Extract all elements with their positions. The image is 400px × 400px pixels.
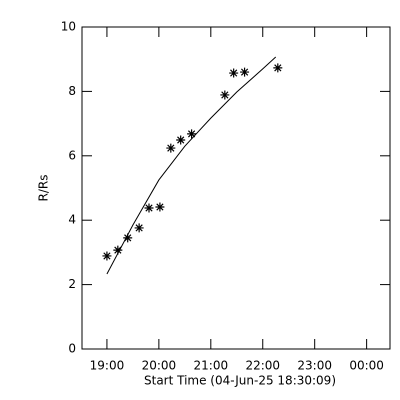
y-tick-label: 8 <box>68 84 76 98</box>
x-tick-label: 00:00 <box>349 359 384 373</box>
y-tick-label: 0 <box>68 342 76 356</box>
asterisk-marker <box>113 245 123 255</box>
asterisk-marker <box>102 251 112 261</box>
x-tick-label: 23:00 <box>297 359 332 373</box>
y-tick-label: 10 <box>61 20 76 34</box>
y-tick-label: 6 <box>68 148 76 162</box>
x-tick-label: 21:00 <box>194 359 229 373</box>
x-tick-label: 22:00 <box>245 359 280 373</box>
y-axis-label: R/Rs <box>37 175 51 202</box>
x-tick-label: 19:00 <box>90 359 125 373</box>
x-tick-label: 20:00 <box>142 359 177 373</box>
asterisk-marker <box>229 68 239 78</box>
asterisk-marker <box>166 143 176 153</box>
asterisk-marker <box>144 203 154 213</box>
x-axis-label: Start Time (04-Jun-25 18:30:09) <box>144 374 336 388</box>
asterisk-marker <box>176 135 186 145</box>
asterisk-marker <box>123 233 133 243</box>
asterisk-marker <box>187 129 197 139</box>
asterisk-marker <box>240 67 250 77</box>
asterisk-marker <box>155 202 165 212</box>
asterisk-marker <box>220 90 230 100</box>
asterisk-marker <box>134 223 144 233</box>
asterisk-marker <box>273 63 283 73</box>
plot-frame <box>81 26 391 350</box>
y-tick-label: 2 <box>68 277 76 291</box>
y-tick-label: 4 <box>68 213 76 227</box>
fit-line <box>106 56 277 275</box>
